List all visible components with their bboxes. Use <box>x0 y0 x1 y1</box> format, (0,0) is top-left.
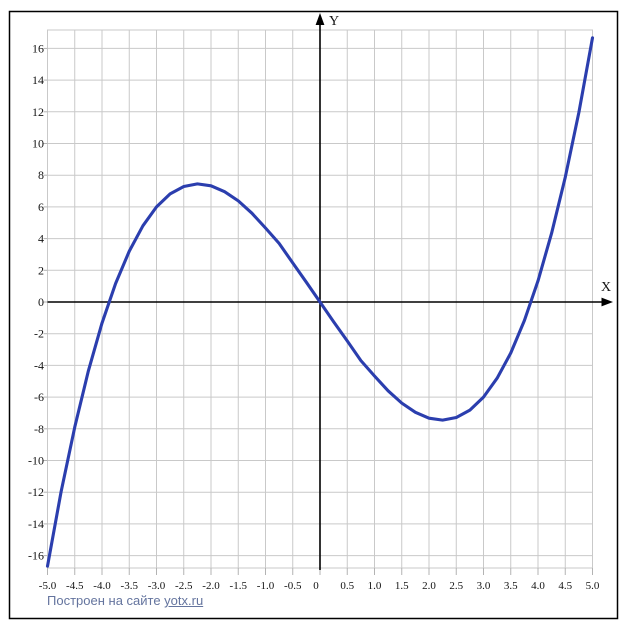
y-tick-label: -4 <box>34 358 44 372</box>
y-tick-label: -6 <box>34 390 44 404</box>
y-tick-label: 6 <box>38 200 44 214</box>
y-axis-label: Y <box>329 14 339 29</box>
x-tick-label: 0.5 <box>340 580 354 592</box>
x-tick-label: 1.5 <box>395 580 409 592</box>
function-curve <box>45 36 595 568</box>
x-tick-label: -0.5 <box>284 580 302 592</box>
x-tick-label: -3.5 <box>121 580 139 592</box>
x-tick-label: -4.5 <box>66 580 84 592</box>
y-tick-label: 16 <box>32 41 44 55</box>
x-tick-label: 4.0 <box>531 580 545 592</box>
y-tick-label: -8 <box>34 422 44 436</box>
y-tick-label: -10 <box>28 454 44 468</box>
chart-footer: Построен на сайте yotx.ru <box>47 593 203 608</box>
y-tick-label: 14 <box>32 73 44 87</box>
y-tick-label: 0 <box>38 295 44 309</box>
y-tick-label: -2 <box>34 327 44 341</box>
x-tick-label: -3.0 <box>148 580 166 592</box>
y-axis-arrow <box>315 13 325 25</box>
x-tick-label: -1.5 <box>230 580 248 592</box>
x-tick-label: 4.5 <box>558 580 572 592</box>
x-tick-label: 5.0 <box>586 580 600 592</box>
y-tick-label: 8 <box>38 168 44 182</box>
x-tick-label: 2.0 <box>422 580 436 592</box>
x-axis-arrow <box>601 297 613 307</box>
x-axis <box>47 297 613 307</box>
y-tick-labels: 16 14 12 10 8 6 4 2 0 -2 -4 -6 -8 -10 -12 -14 -16 <box>28 41 44 562</box>
x-tick-label: 3.0 <box>477 580 491 592</box>
x-tick-label: 3.5 <box>504 580 518 592</box>
y-axis <box>315 13 325 570</box>
y-tick-label: -14 <box>28 517 44 531</box>
x-tick-label: -5.0 <box>39 580 57 592</box>
x-tick-label: 2.5 <box>449 580 463 592</box>
x-tick-label: 0 <box>313 580 319 592</box>
x-tick-label: -1.0 <box>257 580 275 592</box>
x-tick-labels: -5.0 -4.5 -4.0 -3.5 -3.0 -2.5 -2.0 -1.5 -1.0 -0.5… <box>39 580 600 592</box>
y-tick-label: 2 <box>38 263 44 277</box>
x-tick-label: -2.5 <box>175 580 193 592</box>
footer-link[interactable]: yotx.ru <box>164 593 204 608</box>
window-border <box>8 10 619 620</box>
x-tick-label: -4.0 <box>93 580 111 592</box>
x-tick-label: -2.0 <box>202 580 220 592</box>
y-tick-label: 12 <box>32 105 44 119</box>
y-tick-label: 10 <box>32 137 44 151</box>
y-tick-label: 4 <box>38 232 44 246</box>
tick-marks <box>43 47 593 575</box>
footer-text: Построен на сайте <box>47 593 165 608</box>
y-tick-label: -12 <box>28 485 44 499</box>
y-tick-label: -16 <box>28 549 44 563</box>
x-tick-label: 1.0 <box>368 580 382 592</box>
x-axis-label: X <box>601 280 611 295</box>
